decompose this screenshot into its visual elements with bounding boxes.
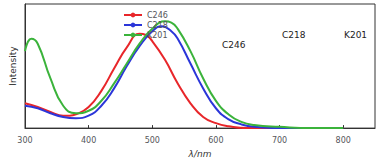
svg-text:C218: C218: [147, 21, 168, 30]
svg-text:500: 500: [145, 136, 160, 145]
svg-text:λ/nm: λ/nm: [188, 149, 212, 159]
svg-text:700: 700: [272, 136, 287, 145]
svg-text:800: 800: [336, 136, 351, 145]
svg-text:400: 400: [81, 136, 96, 145]
svg-text:C218: C218: [282, 30, 306, 40]
svg-text:K201: K201: [147, 31, 168, 40]
svg-text:Intensity: Intensity: [8, 46, 18, 86]
svg-text:600: 600: [208, 136, 223, 145]
svg-text:C246: C246: [222, 40, 246, 50]
svg-text:K201: K201: [344, 30, 367, 40]
svg-text:C246: C246: [147, 11, 168, 20]
svg-text:300: 300: [17, 136, 32, 145]
